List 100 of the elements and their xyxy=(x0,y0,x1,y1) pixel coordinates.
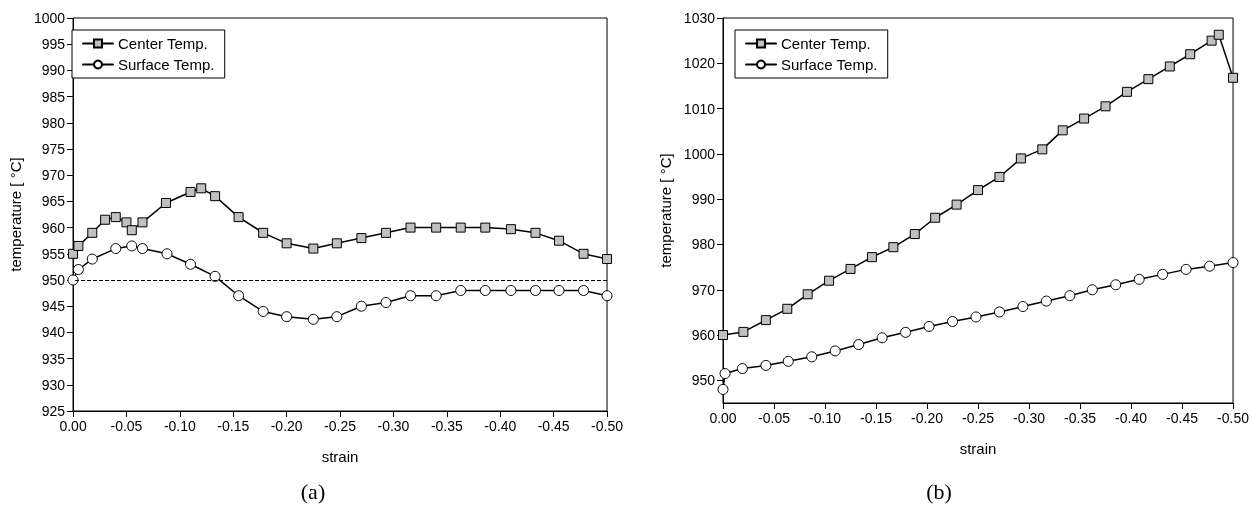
point xyxy=(845,263,856,274)
point xyxy=(209,270,221,282)
point xyxy=(1133,273,1145,285)
x-tick-label: 0.00 xyxy=(59,418,87,434)
point xyxy=(136,243,148,255)
point xyxy=(1110,279,1122,291)
y-tick-label: 975 xyxy=(41,141,66,157)
x-tick-label: -0.15 xyxy=(860,410,893,426)
x-tick-label: -0.35 xyxy=(1064,410,1097,426)
point xyxy=(578,248,589,259)
point xyxy=(718,330,728,341)
y-tick-label: 1020 xyxy=(683,55,716,72)
x-tick-label: -0.05 xyxy=(758,410,791,426)
point xyxy=(137,217,148,228)
point xyxy=(1121,86,1132,97)
point xyxy=(455,222,466,233)
point xyxy=(257,305,269,317)
y-tick-label: 940 xyxy=(41,324,66,341)
point xyxy=(185,258,197,270)
point xyxy=(553,235,564,246)
point xyxy=(994,171,1005,182)
x-tick-label: -0.40 xyxy=(484,418,517,434)
y-tick-label: 990 xyxy=(691,191,716,208)
point xyxy=(909,229,920,240)
x-tick-label: -0.45 xyxy=(537,418,570,434)
legend-label: Center Temp. xyxy=(118,35,208,52)
point xyxy=(380,297,392,309)
point xyxy=(233,212,244,223)
y-tick-label: 930 xyxy=(41,376,66,393)
x-axis-title: strain xyxy=(321,448,359,465)
point xyxy=(738,326,749,337)
x-tick-label: -0.50 xyxy=(1217,410,1250,426)
point xyxy=(100,214,111,225)
x-tick-label: -0.50 xyxy=(591,418,624,434)
point xyxy=(72,264,84,276)
y-tick-label: 970 xyxy=(691,281,716,298)
point xyxy=(331,311,343,323)
point xyxy=(1143,74,1154,85)
point xyxy=(993,306,1005,318)
x-tick-label: -0.10 xyxy=(809,410,842,426)
y-tick-label: 955 xyxy=(41,245,66,262)
point xyxy=(331,238,342,249)
point xyxy=(1228,72,1239,83)
point xyxy=(1227,257,1239,269)
point xyxy=(1015,153,1026,164)
point xyxy=(888,242,899,253)
point xyxy=(829,345,841,357)
point xyxy=(1157,268,1169,280)
point xyxy=(308,243,319,254)
y-tick-label: 1000 xyxy=(683,145,716,162)
point xyxy=(717,383,729,395)
point xyxy=(161,248,173,260)
point xyxy=(760,359,772,371)
point xyxy=(1100,101,1111,112)
point xyxy=(356,233,367,244)
y-tick-label: 980 xyxy=(691,236,716,253)
point xyxy=(160,197,171,208)
x-tick-label: -0.15 xyxy=(217,418,250,434)
text: (a) xyxy=(300,478,326,504)
x-tick-label: -0.20 xyxy=(270,418,303,434)
point xyxy=(86,253,98,265)
y-tick-label: 1010 xyxy=(683,100,716,117)
y-tick-label: 950 xyxy=(41,272,66,288)
x-tick-label: -0.05 xyxy=(110,418,143,434)
y-axis-title: temperature [ °C] xyxy=(7,157,24,272)
point xyxy=(719,368,731,380)
x-tick-label: -0.30 xyxy=(1013,410,1046,426)
point xyxy=(951,199,962,210)
point xyxy=(196,183,207,194)
point xyxy=(431,222,442,233)
point xyxy=(233,290,245,302)
point xyxy=(900,326,912,338)
x-axis-title: strain xyxy=(959,440,997,457)
point xyxy=(87,227,98,238)
point xyxy=(1213,29,1224,40)
point xyxy=(553,284,565,296)
point xyxy=(258,227,269,238)
point xyxy=(782,355,794,367)
x-tick-label: -0.25 xyxy=(324,418,357,434)
y-tick-label: 1030 xyxy=(683,10,716,26)
x-tick-label: -0.20 xyxy=(911,410,944,426)
y-tick-label: 950 xyxy=(691,372,716,389)
y-tick-label: 970 xyxy=(41,167,66,184)
point xyxy=(530,227,541,238)
point xyxy=(455,284,467,296)
text: (b) xyxy=(926,478,952,504)
point xyxy=(505,224,516,235)
point xyxy=(505,284,517,296)
point xyxy=(578,284,590,296)
point xyxy=(970,311,982,323)
point xyxy=(110,212,121,223)
y-tick-label: 985 xyxy=(41,88,66,105)
point xyxy=(110,243,122,255)
y-tick-label: 1000 xyxy=(33,10,66,26)
y-tick-label: 960 xyxy=(41,219,66,236)
x-tick-label: -0.30 xyxy=(377,418,410,434)
legend-label: Center Temp. xyxy=(781,35,871,52)
point xyxy=(876,332,888,344)
y-tick-label: 980 xyxy=(41,114,66,131)
point xyxy=(1037,144,1048,155)
